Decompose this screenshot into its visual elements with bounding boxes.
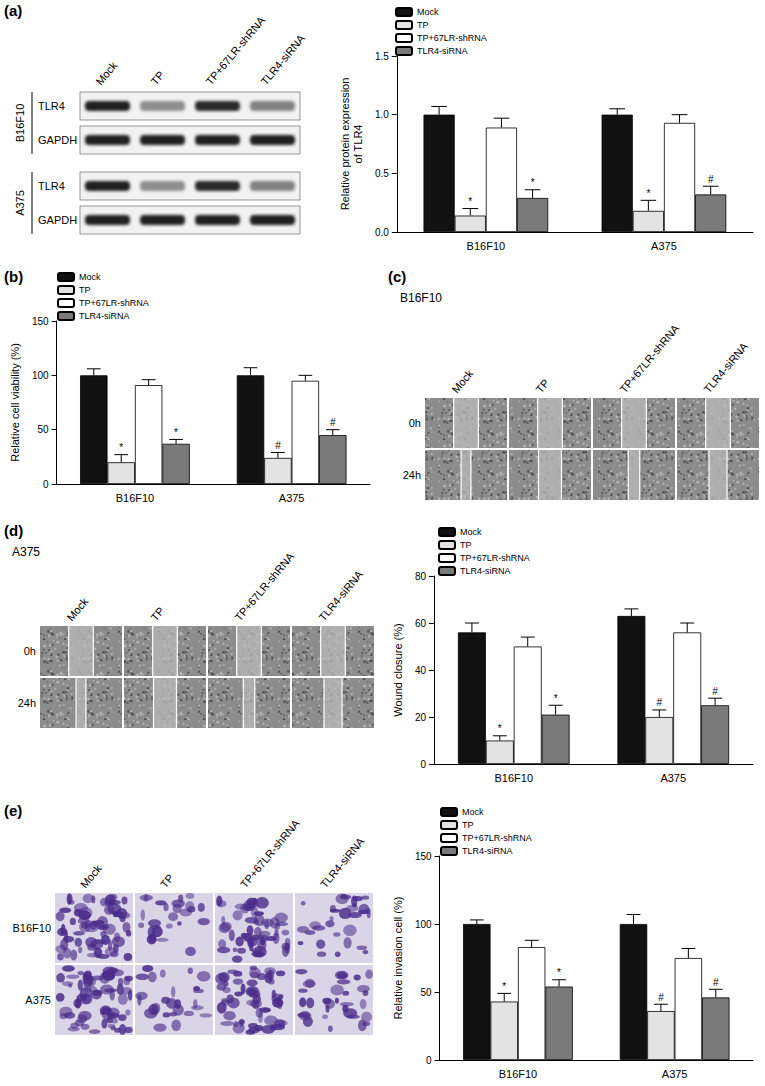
svg-text:100: 100: [415, 919, 432, 930]
svg-text:TP: TP: [460, 540, 472, 550]
svg-text:TLR4-siRNA: TLR4-siRNA: [460, 566, 511, 576]
svg-text:B16F10: B16F10: [12, 922, 51, 934]
svg-text:50: 50: [420, 987, 432, 998]
svg-text:#: #: [713, 977, 719, 988]
svg-text:of TLR4: of TLR4: [352, 125, 364, 164]
svg-text:TLR4: TLR4: [38, 180, 65, 192]
svg-text:TP+67LR-shRNA: TP+67LR-shRNA: [417, 33, 487, 43]
svg-text:#: #: [657, 697, 663, 708]
svg-text:A375: A375: [279, 492, 305, 504]
svg-text:B16F10: B16F10: [116, 492, 155, 504]
svg-text:TP: TP: [462, 820, 474, 830]
svg-text:B16F10: B16F10: [14, 104, 26, 143]
svg-text:#: #: [712, 686, 718, 697]
svg-text:*: *: [498, 723, 502, 734]
svg-text:(b): (b): [4, 268, 23, 285]
svg-text:GAPDH: GAPDH: [38, 214, 77, 226]
svg-text:80: 80: [415, 571, 427, 582]
svg-text:TP: TP: [148, 69, 166, 87]
svg-text:(d): (d): [4, 522, 23, 539]
svg-text:*: *: [554, 693, 558, 704]
svg-text:60: 60: [415, 618, 427, 629]
svg-text:TLR4-siRNA: TLR4-siRNA: [316, 568, 365, 624]
svg-text:Mock: Mock: [462, 807, 484, 817]
svg-text:Mock: Mock: [78, 862, 104, 890]
svg-text:Mock: Mock: [79, 272, 101, 282]
svg-text:0h: 0h: [409, 417, 421, 429]
svg-text:(a): (a): [4, 2, 22, 19]
svg-text:Relative invasion cell (%): Relative invasion cell (%): [392, 897, 404, 1020]
svg-text:Relative cell viability (%): Relative cell viability (%): [9, 343, 21, 462]
svg-text:#: #: [275, 440, 281, 451]
svg-text:*: *: [557, 967, 561, 978]
svg-text:#: #: [330, 417, 336, 428]
svg-text:0: 0: [43, 479, 49, 490]
svg-text:*: *: [174, 427, 178, 438]
svg-text:0: 0: [420, 759, 426, 770]
svg-text:TP: TP: [148, 605, 166, 623]
svg-text:0.5: 0.5: [375, 168, 389, 179]
svg-text:0.0: 0.0: [375, 227, 389, 238]
svg-text:TP+67LR-shRNA: TP+67LR-shRNA: [462, 833, 532, 843]
svg-text:B16F10: B16F10: [400, 291, 442, 305]
svg-text:Mock: Mock: [417, 7, 439, 17]
svg-text:TP+67LR-shRNA: TP+67LR-shRNA: [232, 550, 296, 624]
svg-text:*: *: [502, 981, 506, 992]
svg-text:TLR4-siRNA: TLR4-siRNA: [701, 340, 750, 396]
svg-text:Relative protein expression: Relative protein expression: [339, 78, 351, 211]
svg-text:*: *: [531, 177, 535, 188]
svg-text:100: 100: [32, 370, 49, 381]
svg-text:1.5: 1.5: [375, 51, 389, 62]
svg-text:TP+67LR-shRNA: TP+67LR-shRNA: [617, 322, 681, 396]
svg-text:TP: TP: [158, 872, 176, 890]
svg-text:TP: TP: [417, 20, 429, 30]
svg-text:TLR4-siRNA: TLR4-siRNA: [258, 32, 307, 88]
svg-text:Mock: Mock: [93, 59, 119, 87]
svg-text:Mock: Mock: [449, 367, 475, 395]
svg-text:Wound closure (%): Wound closure (%): [392, 623, 404, 716]
svg-text:TLR4-siRNA: TLR4-siRNA: [417, 46, 468, 56]
svg-text:TP+67LR-shRNA: TP+67LR-shRNA: [238, 817, 302, 891]
svg-text:A375: A375: [660, 772, 686, 784]
svg-text:50: 50: [37, 424, 49, 435]
svg-text:150: 150: [415, 851, 432, 862]
svg-text:1.0: 1.0: [375, 109, 389, 120]
svg-text:*: *: [119, 442, 123, 453]
svg-text:*: *: [646, 188, 650, 199]
svg-text:TP+67LR-shRNA: TP+67LR-shRNA: [203, 14, 267, 88]
svg-text:0: 0: [426, 1055, 432, 1066]
svg-text:TLR4-siRNA: TLR4-siRNA: [318, 835, 367, 891]
svg-text:24h: 24h: [18, 697, 36, 709]
svg-text:B16F10: B16F10: [495, 772, 534, 784]
svg-text:TP: TP: [79, 285, 91, 295]
svg-text:24h: 24h: [403, 469, 421, 481]
svg-text:(c): (c): [388, 268, 406, 285]
svg-text:TP+67LR-shRNA: TP+67LR-shRNA: [79, 298, 149, 308]
svg-text:(e): (e): [4, 802, 22, 819]
svg-text:A375: A375: [25, 994, 51, 1006]
svg-text:B16F10: B16F10: [499, 1068, 538, 1080]
svg-text:B16F10: B16F10: [467, 240, 506, 252]
svg-text:A375: A375: [651, 240, 677, 252]
svg-text:#: #: [658, 992, 664, 1003]
svg-text:A375: A375: [12, 545, 40, 559]
svg-text:0h: 0h: [24, 645, 36, 657]
svg-text:GAPDH: GAPDH: [38, 134, 77, 146]
svg-text:20: 20: [415, 712, 427, 723]
svg-text:TP+67LR-shRNA: TP+67LR-shRNA: [460, 553, 530, 563]
svg-text:TLR4-siRNA: TLR4-siRNA: [79, 311, 130, 321]
svg-text:Mock: Mock: [64, 595, 90, 623]
svg-text:TLR4-siRNA: TLR4-siRNA: [462, 846, 513, 856]
svg-text:*: *: [468, 196, 472, 207]
svg-text:150: 150: [32, 316, 49, 327]
svg-text:TLR4: TLR4: [38, 100, 65, 112]
svg-text:40: 40: [415, 665, 427, 676]
svg-text:Mock: Mock: [460, 527, 482, 537]
svg-text:A375: A375: [662, 1068, 688, 1080]
svg-text:#: #: [708, 174, 714, 185]
svg-text:A375: A375: [14, 190, 26, 216]
svg-text:TP: TP: [533, 377, 551, 395]
